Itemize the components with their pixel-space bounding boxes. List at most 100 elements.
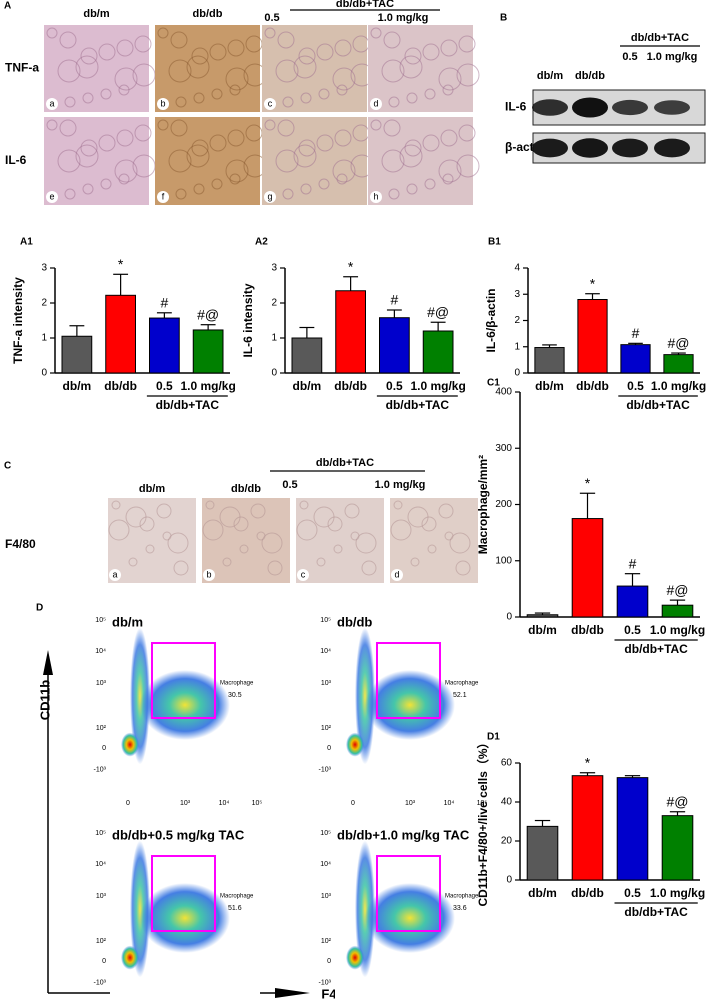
bar — [661, 604, 694, 618]
tissue-detail — [227, 129, 245, 147]
tissue-detail — [168, 59, 192, 83]
tissue-detail — [191, 47, 209, 65]
y-tick-label: 1 — [271, 333, 277, 344]
blot-band — [572, 97, 608, 118]
tissue-detail — [118, 84, 130, 96]
x-tick-label: 0.5 — [386, 379, 403, 393]
x-tick-label: 10⁵ — [252, 800, 263, 807]
tissue-detail — [277, 31, 295, 49]
tissue-detail — [111, 500, 121, 510]
plot-title: db/db+1.0 mg/kg TAC — [337, 827, 470, 842]
bar — [335, 290, 366, 374]
tissue-detail — [458, 124, 476, 142]
tissue-detail — [458, 35, 476, 53]
tissue-detail — [139, 516, 155, 532]
tissue-detail — [316, 557, 326, 567]
tile-badge — [203, 569, 215, 581]
y-tick-label: 1 — [514, 341, 520, 352]
tissue-detail — [145, 544, 155, 554]
blot-band — [654, 138, 690, 158]
tile-badge — [370, 191, 382, 203]
significance-mark: #@ — [667, 582, 689, 598]
tissue-detail — [227, 39, 245, 57]
column-label: 1.0 mg/kg — [647, 51, 698, 63]
tissue-detail — [193, 183, 205, 195]
significance-mark: # — [160, 295, 168, 311]
x-tick-label: db/m — [293, 379, 322, 393]
tissue-detail — [334, 39, 352, 57]
x-tick-label: db/m — [528, 623, 557, 637]
tissue-detail — [250, 503, 266, 519]
x-tick-label: db/db — [334, 379, 367, 393]
blot-band — [654, 100, 690, 115]
y-tick-label: 0 — [506, 612, 512, 623]
y-axis-label: TNF-a intensity — [11, 277, 25, 364]
gate-label: Macrophage — [445, 681, 479, 687]
tissue-detail — [275, 59, 299, 83]
x-tick-label: db/db — [571, 623, 604, 637]
tile-badge — [370, 98, 382, 110]
tissue-detail — [233, 516, 249, 532]
tile-letter: d — [373, 98, 378, 108]
y-tick-label: 40 — [501, 797, 513, 808]
tissue-detail — [333, 544, 343, 554]
tissue-detail — [100, 88, 112, 100]
plot-title: db/m — [112, 614, 143, 629]
tissue-detail — [229, 84, 241, 96]
column-label: 0.5 — [264, 12, 279, 24]
tissue-detail — [167, 532, 189, 554]
tissue-detail — [57, 149, 81, 173]
tissue-detail — [381, 149, 405, 173]
tissue-detail — [399, 144, 423, 168]
y-tick-label: 2 — [41, 298, 47, 309]
tissue-detail — [134, 35, 152, 53]
x-tick-label: 0 — [126, 800, 130, 807]
tissue-detail — [59, 119, 77, 137]
chart-label: A2 — [255, 237, 268, 248]
tissue-detail — [98, 134, 116, 152]
tissue-detail — [170, 31, 188, 49]
cell-population — [140, 883, 230, 953]
tissue-detail — [406, 92, 418, 104]
significance-mark: #@ — [668, 335, 690, 351]
y-tick-label: 10² — [96, 938, 107, 945]
column-label: db/m — [139, 483, 165, 495]
tissue-detail — [344, 503, 360, 519]
panel-label: C — [4, 461, 11, 472]
tissue-detail — [298, 47, 316, 65]
tissue-detail — [80, 47, 98, 65]
tissue-detail — [388, 188, 400, 200]
tissue-detail — [381, 59, 405, 83]
x-tick-label: 1.0 mg/kg — [650, 886, 705, 900]
bar — [661, 815, 694, 881]
tissue-detail — [449, 532, 471, 554]
tissue-detail — [316, 43, 334, 61]
tissue-detail — [168, 149, 192, 173]
tissue-detail — [75, 55, 99, 79]
y-tick-label: -10³ — [319, 767, 332, 774]
cell-population — [355, 627, 375, 765]
tissue-detail — [296, 519, 318, 541]
tissue-detail — [438, 503, 454, 519]
y-tick-label: 2 — [514, 315, 520, 326]
bar — [61, 335, 93, 374]
group-label: db/db+TAC — [626, 398, 690, 412]
tissue-detail — [209, 43, 227, 61]
tissue-detail — [186, 55, 210, 79]
tile-letter: g — [267, 191, 272, 201]
y-tick-label: 0 — [102, 745, 106, 752]
x-tick-label: 0 — [351, 800, 355, 807]
bar — [571, 518, 604, 618]
tissue-detail — [64, 188, 76, 200]
tile-letter: b — [206, 569, 211, 579]
y-tick-label: 0 — [102, 958, 106, 965]
tissue-detail — [383, 119, 401, 137]
cell-population — [140, 670, 230, 740]
y-tick-label: 10⁴ — [320, 861, 331, 868]
tile-badge — [46, 191, 58, 203]
panel-label: B — [500, 13, 507, 24]
y-tick-label: 3 — [41, 263, 47, 274]
tissue-detail — [114, 67, 138, 91]
cell-population — [355, 840, 375, 978]
column-label: db/m — [537, 70, 563, 82]
